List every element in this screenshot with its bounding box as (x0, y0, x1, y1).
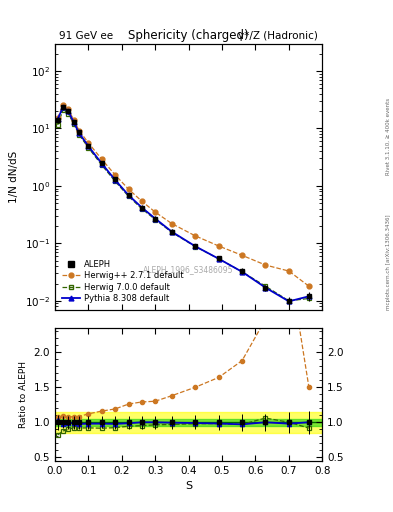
Title: Sphericity (charged): Sphericity (charged) (129, 29, 249, 42)
Text: ALEPH_1996_S3486095: ALEPH_1996_S3486095 (143, 265, 234, 274)
Bar (55, 412, 322, 433)
Text: mcplots.cern.ch [arXiv:1306.3436]: mcplots.cern.ch [arXiv:1306.3436] (386, 214, 391, 310)
Bar (55, 419, 322, 426)
Legend: ALEPH, Herwig++ 2.7.1 default, Herwig 7.0.0 default, Pythia 8.308 default: ALEPH, Herwig++ 2.7.1 default, Herwig 7.… (59, 257, 186, 306)
Y-axis label: Ratio to ALEPH: Ratio to ALEPH (19, 361, 28, 428)
X-axis label: S: S (185, 481, 192, 491)
Text: Rivet 3.1.10, ≥ 400k events: Rivet 3.1.10, ≥ 400k events (386, 98, 391, 175)
Text: 91 GeV ee: 91 GeV ee (59, 31, 113, 41)
Y-axis label: 1/N dN/dS: 1/N dN/dS (9, 151, 19, 203)
Text: γ*/Z (Hadronic): γ*/Z (Hadronic) (239, 31, 318, 41)
